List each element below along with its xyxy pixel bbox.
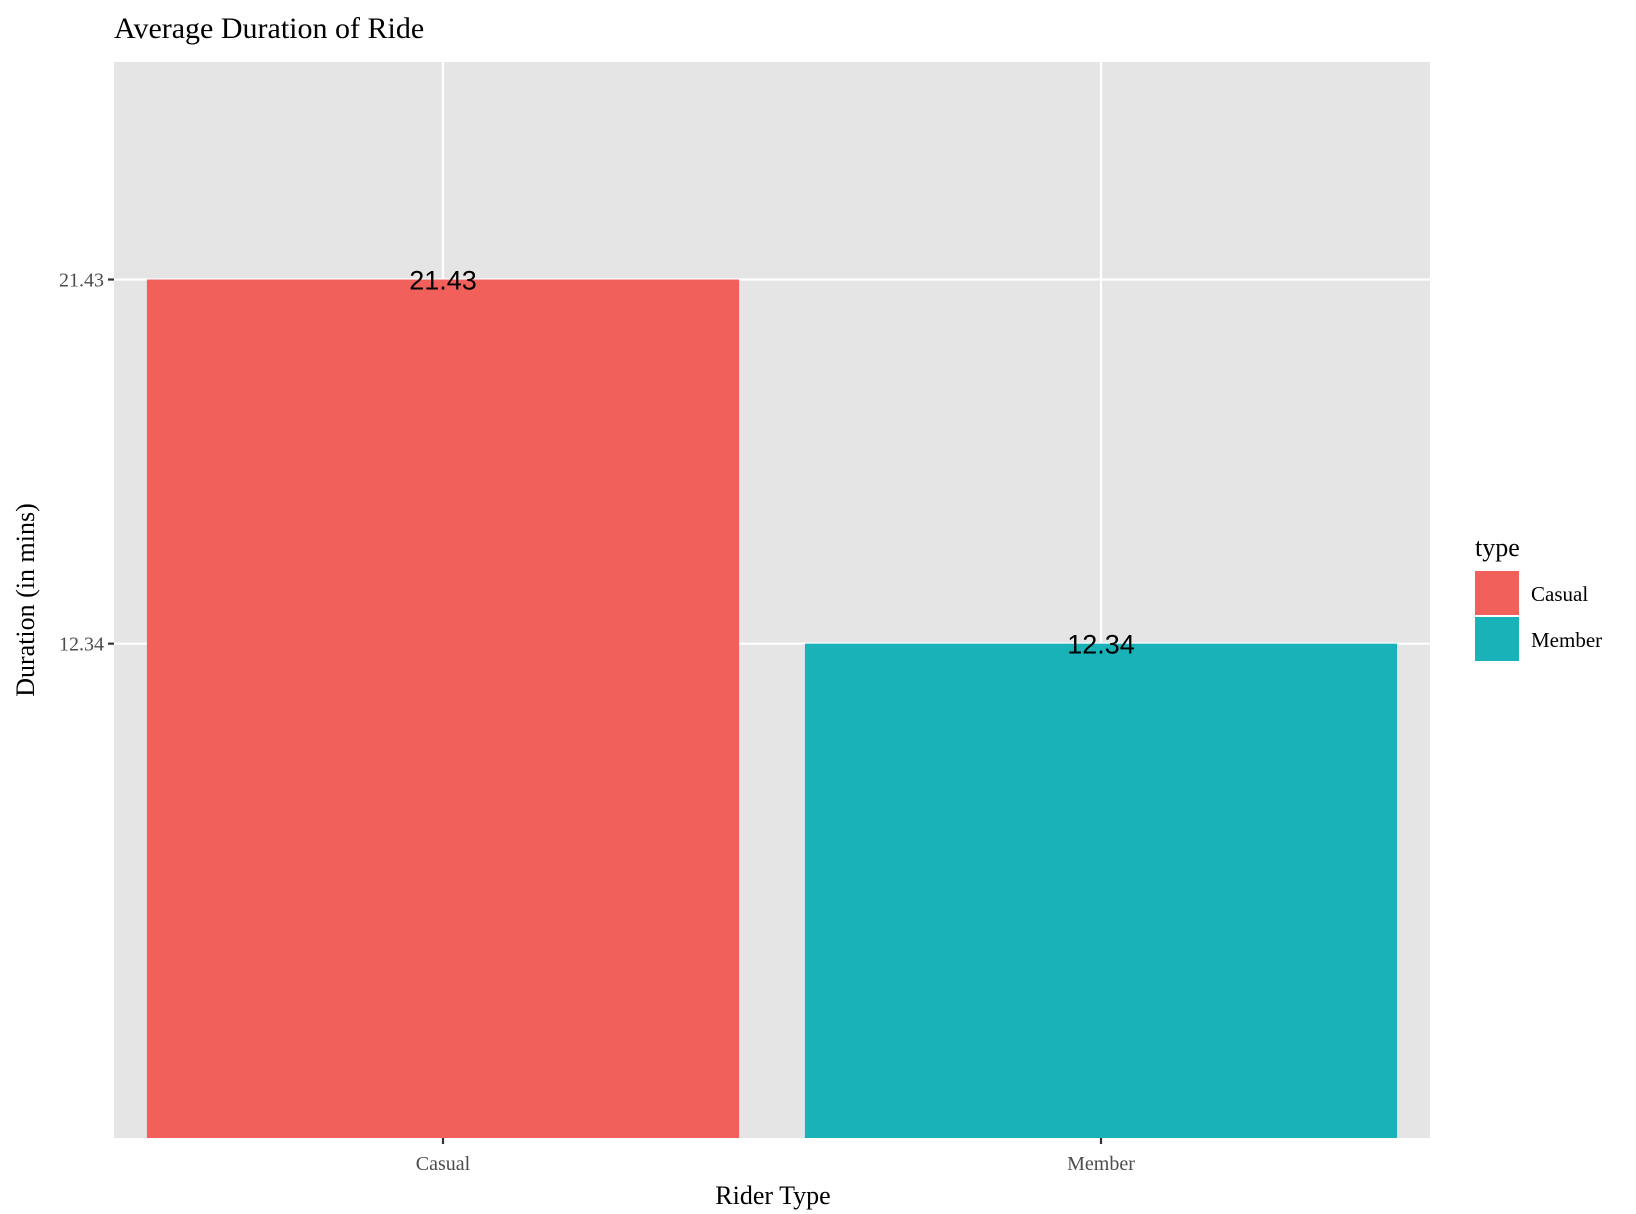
- plot-area: 21.43 12.34 12.34 21.43 Casual Member: [59, 62, 1430, 1175]
- data-label-casual: 21.43: [409, 266, 477, 296]
- data-label-member: 12.34: [1067, 630, 1135, 660]
- x-axis-title: Rider Type: [715, 1181, 830, 1210]
- bar-member[interactable]: [804, 643, 1398, 1138]
- chart-title: Average Duration of Ride: [114, 12, 424, 45]
- legend: type Casual Member: [1475, 533, 1602, 661]
- x-tick-label-casual: Casual: [416, 1153, 471, 1175]
- legend-title: type: [1475, 533, 1520, 562]
- bar-casual[interactable]: [146, 279, 740, 1139]
- legend-key-casual: [1475, 571, 1519, 615]
- y-tick-label-1: 21.43: [59, 270, 104, 292]
- legend-label-casual: Casual: [1531, 582, 1588, 606]
- x-tick-label-member: Member: [1067, 1153, 1135, 1175]
- legend-label-member: Member: [1531, 628, 1602, 652]
- y-tick-label-0: 12.34: [59, 634, 104, 656]
- legend-key-member: [1475, 617, 1519, 661]
- y-axis-title: Duration (in mins): [11, 503, 40, 697]
